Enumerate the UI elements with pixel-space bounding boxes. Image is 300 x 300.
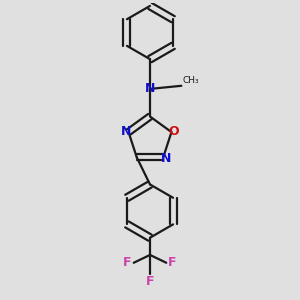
- Text: F: F: [168, 256, 177, 269]
- Text: F: F: [123, 256, 132, 269]
- Text: CH₃: CH₃: [182, 76, 199, 85]
- Text: N: N: [145, 82, 155, 95]
- Text: F: F: [146, 275, 154, 288]
- Text: N: N: [121, 125, 131, 138]
- Text: N: N: [160, 152, 171, 165]
- Text: O: O: [169, 125, 179, 138]
